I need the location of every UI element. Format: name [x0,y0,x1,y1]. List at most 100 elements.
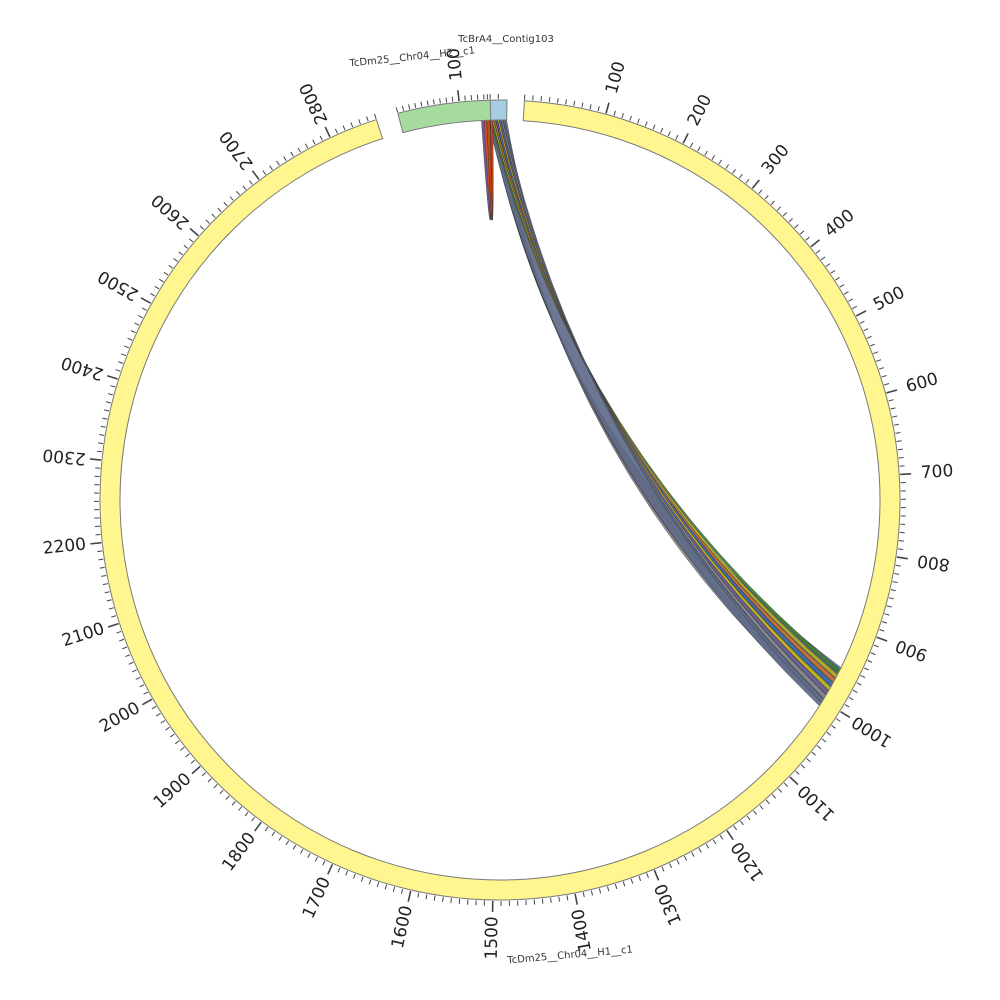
minor-tick [135,676,141,680]
minor-tick [582,892,585,898]
minor-tick [718,159,723,165]
minor-tick [800,764,806,769]
tick-label: 2200 [42,534,87,558]
major-tick [90,541,102,545]
minor-tick [178,251,183,256]
link-ribbon [489,119,838,680]
minor-tick [248,180,253,185]
minor-tick [788,218,793,223]
minor-tick [105,401,112,404]
minor-tick [100,425,106,428]
minor-tick [886,605,892,608]
minor-tick [759,805,764,810]
minor-tick [163,271,169,276]
minor-tick [895,564,901,567]
minor-tick [99,566,105,569]
minor-tick [637,118,640,124]
minor-tick [400,888,404,894]
minor-tick [180,746,185,751]
major-tick [682,133,689,144]
tick-label: 100 [602,59,630,96]
ideogram-bands [99,99,901,901]
minor-tick [676,859,680,865]
minor-tick [848,298,853,302]
minor-tick [207,778,212,783]
major-tick [324,126,331,138]
link-ribbon [495,119,834,687]
minor-tick [863,328,869,332]
minor-tick [183,244,189,249]
minor-tick [451,96,454,102]
minor-tick [705,843,710,849]
minor-tick [127,337,133,341]
minor-tick [119,638,125,642]
minor-tick [873,351,879,355]
minor-tick [805,236,810,241]
minor-tick [867,659,873,663]
minor-tick [217,207,222,213]
minor-tick [170,733,175,738]
minor-tick [848,696,854,701]
minor-tick [151,705,157,710]
minor-tick [458,898,461,904]
minor-tick [852,689,858,693]
minor-tick [806,758,811,763]
minor-tick [765,799,770,805]
tick-label: 1400 [568,907,596,953]
major-tick [106,374,118,380]
minor-tick [319,135,323,141]
minor-tick [879,629,885,632]
minor-tick [598,888,602,894]
minor-tick [888,597,894,600]
minor-tick [852,305,858,310]
minor-tick [890,589,896,592]
minor-tick [115,369,121,372]
minor-tick [738,173,743,179]
tick-label: 2600 [148,190,194,234]
minor-tick [185,753,190,758]
major-tick [840,710,851,719]
minor-tick [690,142,694,148]
major-tick [457,90,460,102]
minor-tick [820,256,826,261]
minor-tick [156,712,161,717]
major-tick [407,890,412,902]
minor-tick [98,558,104,561]
major-tick [653,869,660,881]
minor-tick [450,897,452,904]
link-ribbon [489,119,841,674]
minor-tick [292,844,297,850]
minor-tick [174,740,180,745]
minor-tick [892,415,898,418]
tick-label: 700 [920,461,954,483]
minor-tick [795,770,800,775]
minor-tick [898,456,904,459]
minor-tick [251,816,256,822]
minor-tick [106,599,112,602]
minor-tick [334,128,338,134]
minor-tick [314,856,318,862]
tick-label: 800 [916,550,951,574]
link-ribbon [497,119,832,691]
minor-tick [108,393,114,396]
minor-tick [101,574,107,577]
minor-tick [839,284,845,288]
minor-tick [815,249,821,254]
minor-tick [581,102,584,108]
minor-tick [168,264,174,269]
minor-tick [104,409,110,412]
minor-tick [150,293,156,297]
minor-tick [597,106,600,112]
minor-tick [866,335,872,339]
minor-tick [893,423,899,426]
major-tick [107,622,119,628]
minor-tick [414,102,417,109]
minor-tick [141,307,147,311]
minor-tick [374,113,377,119]
minor-tick [205,219,210,224]
minor-tick [794,224,799,229]
minor-tick [417,892,420,898]
tick-label: 1600 [388,904,417,951]
minor-tick [691,851,695,857]
minor-tick [283,156,287,161]
